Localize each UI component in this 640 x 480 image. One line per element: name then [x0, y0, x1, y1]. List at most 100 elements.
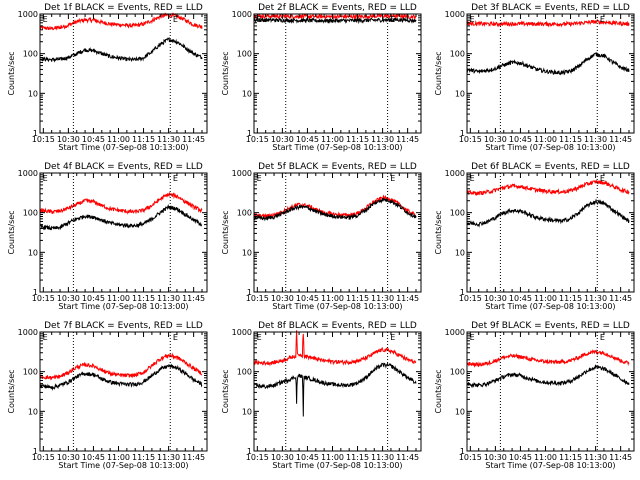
- x-tick-label: 10:15: [459, 294, 482, 303]
- x-tick-label: 10:30: [271, 135, 294, 144]
- x-tick-label: 10:15: [459, 453, 482, 462]
- y-tick-label: 100: [450, 368, 465, 377]
- y-axis-label: Counts/sec: [221, 51, 230, 95]
- marker-label: E: [600, 15, 605, 24]
- x-tick-label: 11:00: [107, 294, 130, 303]
- x-tick-label: 10:15: [32, 135, 55, 144]
- x-tick-label: 11:45: [182, 135, 205, 144]
- x-tick-label: 11:15: [132, 294, 155, 303]
- y-axis-label: Counts/sec: [221, 210, 230, 254]
- y-tick-label: 100: [237, 368, 252, 377]
- x-tick-label: 10:30: [57, 135, 80, 144]
- y-tick-label: 10: [455, 248, 465, 257]
- x-tick-label: 10:45: [509, 294, 532, 303]
- series-line: [39, 352, 203, 381]
- x-tick-label: 10:30: [57, 294, 80, 303]
- x-tick-label: 10:30: [271, 453, 294, 462]
- marker-label: E: [43, 174, 48, 183]
- plot-frame: [39, 172, 208, 293]
- y-tick-label: 10: [28, 89, 38, 98]
- chart-title: Det 5f BLACK = Events, RED = LLD: [258, 162, 417, 172]
- x-tick-label: 10:30: [484, 453, 507, 462]
- chart-panel: Det 6f BLACK = Events, RED = LLD E E 1 10 100…: [434, 162, 635, 311]
- x-tick-label: 11:45: [396, 135, 419, 144]
- y-tick-label: 100: [450, 50, 465, 59]
- y-tick-label: 1000: [232, 10, 252, 19]
- x-tick-label: 10:30: [271, 294, 294, 303]
- x-tick-label: 11:15: [132, 453, 155, 462]
- series-line: [466, 18, 630, 28]
- x-tick-label: 11:15: [346, 453, 369, 462]
- plot-frame: [39, 331, 208, 452]
- x-tick-label: 11:30: [371, 453, 394, 462]
- chart-title: Det 6f BLACK = Events, RED = LLD: [471, 162, 630, 172]
- y-tick-label: 1000: [445, 328, 465, 337]
- x-tick-label: 11:45: [609, 294, 632, 303]
- x-tick-label: 10:30: [57, 453, 80, 462]
- y-tick-label: 100: [450, 209, 465, 218]
- marker-label: E: [43, 15, 48, 24]
- y-tick-label: 1: [247, 129, 252, 138]
- y-tick-label: 1000: [445, 10, 465, 19]
- x-tick-label: 11:45: [396, 453, 419, 462]
- x-axis-label: Start Time (07-Sep-08 10:13:00): [485, 143, 615, 152]
- chart-panel: Det 2f BLACK = Events, RED = LLD E E 1 10 100…: [221, 3, 422, 152]
- x-tick-label: 11:45: [182, 294, 205, 303]
- chart-title: Det 3f BLACK = Events, RED = LLD: [471, 3, 630, 13]
- series-line: [39, 204, 203, 231]
- x-tick-label: 10:15: [246, 453, 269, 462]
- x-tick-label: 11:00: [107, 135, 130, 144]
- plot-frame: [466, 13, 635, 134]
- x-axis-label: Start Time (07-Sep-08 10:13:00): [485, 302, 615, 311]
- x-tick-label: 10:45: [82, 453, 105, 462]
- plot-frame: [39, 13, 208, 134]
- y-axis-label: Counts/sec: [7, 210, 16, 254]
- x-tick-label: 11:15: [559, 453, 582, 462]
- plot-frame: [466, 172, 635, 293]
- y-tick-label: 10: [28, 407, 38, 416]
- y-tick-label: 100: [23, 209, 38, 218]
- marker-label: E: [390, 174, 395, 183]
- x-tick-label: 10:45: [82, 135, 105, 144]
- x-tick-label: 10:15: [246, 135, 269, 144]
- chart-title: Det 9f BLACK = Events, RED = LLD: [471, 321, 630, 331]
- x-tick-label: 10:30: [484, 294, 507, 303]
- series-line: [253, 198, 417, 222]
- marker-label: E: [173, 15, 178, 24]
- x-tick-label: 11:45: [609, 453, 632, 462]
- x-tick-label: 11:45: [182, 453, 205, 462]
- marker-label: E: [173, 174, 178, 183]
- y-tick-label: 1000: [232, 328, 252, 337]
- x-tick-label: 10:45: [509, 453, 532, 462]
- x-tick-label: 11:45: [396, 294, 419, 303]
- x-axis-label: Start Time (07-Sep-08 10:13:00): [58, 143, 188, 152]
- series-line: [466, 349, 630, 368]
- x-axis-label: Start Time (07-Sep-08 10:13:00): [485, 461, 615, 470]
- series-line: [466, 52, 630, 76]
- marker-label: E: [43, 333, 48, 342]
- x-tick-label: 11:30: [584, 453, 607, 462]
- y-axis-label: Counts/sec: [434, 369, 443, 413]
- chart-panel: Det 7f BLACK = Events, RED = LLD E E 1 10 100…: [7, 321, 208, 470]
- x-tick-label: 11:15: [346, 135, 369, 144]
- marker-label: E: [470, 333, 475, 342]
- x-tick-label: 11:00: [321, 294, 344, 303]
- x-tick-label: 10:15: [246, 294, 269, 303]
- x-axis-label: Start Time (07-Sep-08 10:13:00): [272, 461, 402, 470]
- x-tick-label: 10:15: [32, 453, 55, 462]
- y-tick-label: 100: [237, 50, 252, 59]
- x-tick-label: 11:30: [157, 294, 180, 303]
- series-line: [253, 362, 417, 417]
- x-axis-label: Start Time (07-Sep-08 10:13:00): [272, 143, 402, 152]
- x-tick-label: 11:00: [321, 135, 344, 144]
- y-axis-label: Counts/sec: [7, 369, 16, 413]
- x-tick-label: 10:45: [296, 453, 319, 462]
- marker-label: E: [257, 333, 262, 342]
- x-tick-label: 11:30: [584, 294, 607, 303]
- y-tick-label: 1: [33, 447, 38, 456]
- x-tick-label: 11:15: [559, 294, 582, 303]
- y-tick-label: 1000: [18, 328, 38, 337]
- chart-panel: Det 3f BLACK = Events, RED = LLD E E 1 10 100…: [434, 3, 635, 152]
- series-line: [466, 198, 630, 228]
